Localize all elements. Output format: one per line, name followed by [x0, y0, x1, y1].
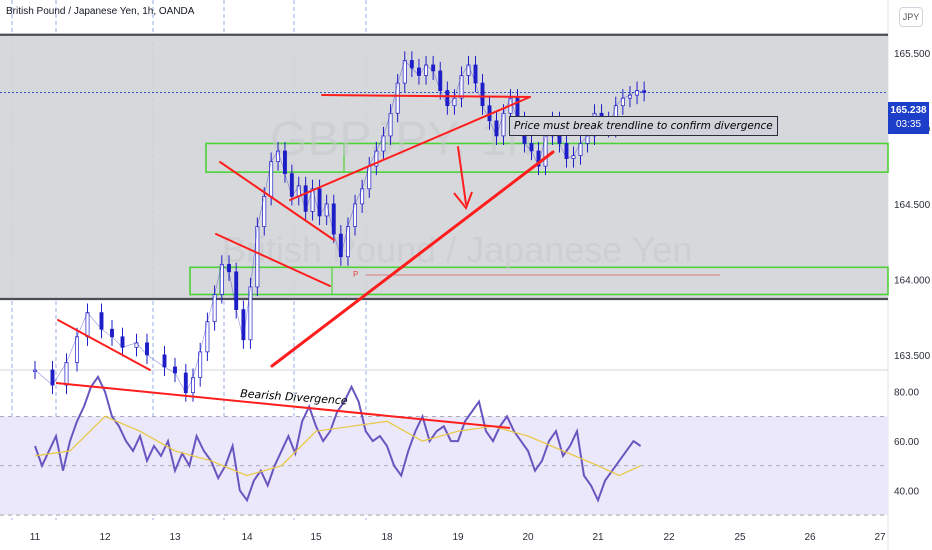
rsi-tick-label: 80.00 [894, 388, 919, 399]
x-tick-label: 13 [169, 532, 181, 543]
candle-body [75, 336, 79, 363]
watermark-name: British Pound / Japanese Yen [222, 229, 692, 270]
pivot-label: P [353, 270, 358, 279]
candle-body [162, 354, 167, 368]
x-tick-label: 27 [874, 532, 886, 543]
price-annotation: Price must break trendline to confirm di… [509, 116, 778, 136]
x-tick-label: 19 [452, 532, 464, 543]
currency-button[interactable]: JPY [899, 7, 923, 27]
flag-upper-line [219, 161, 335, 241]
x-tick-label: 11 [30, 532, 41, 543]
down-arrow-head [453, 191, 473, 210]
x-tick-label: 22 [663, 532, 675, 543]
x-tick-label: 20 [522, 532, 534, 543]
down-arrow-shaft [457, 146, 467, 205]
rsi-divergence-line [55, 382, 511, 429]
last-price-tag: 165.238 03:35 [888, 102, 929, 134]
rsi-ma-line [34, 415, 641, 477]
x-tick-label: 14 [241, 532, 253, 543]
rising-wedge-line [289, 96, 531, 201]
x-tick-label: 26 [804, 532, 816, 543]
main-trendline [270, 150, 555, 368]
rsi-tick-label: 60.00 [894, 437, 919, 448]
rsi-tick-label: 40.00 [894, 486, 919, 497]
support-box-lower [189, 266, 889, 296]
symbol-title: British Pound / Japanese Yen, 1h, OANDA [6, 6, 195, 17]
bar-countdown: 03:35 [895, 119, 922, 130]
early-trendline [57, 319, 151, 371]
range-zone [0, 34, 888, 300]
flag-lower-line [215, 233, 331, 287]
candle-body [85, 312, 90, 338]
x-tick-label: 21 [592, 532, 604, 543]
candle-body [99, 312, 104, 330]
candle-body [642, 90, 647, 93]
price-tick-label: 164.500 [894, 200, 931, 211]
candle-body [134, 342, 139, 348]
price-tick-label: 163.500 [894, 351, 931, 362]
x-tick-label: 18 [381, 532, 393, 543]
watermark-ticker: GBPJPY, 1h [270, 113, 533, 166]
candle-body [64, 362, 69, 386]
price-tick-label: 165.500 [894, 49, 931, 60]
x-tick-label: 12 [99, 532, 111, 543]
x-tick-label: 15 [310, 532, 322, 543]
candle-body [145, 342, 149, 356]
price-tick-label: 164.000 [894, 275, 931, 286]
x-tick-label: 25 [734, 532, 746, 543]
last-price-value: 165.238 [890, 105, 927, 116]
resistance-line [321, 94, 531, 98]
